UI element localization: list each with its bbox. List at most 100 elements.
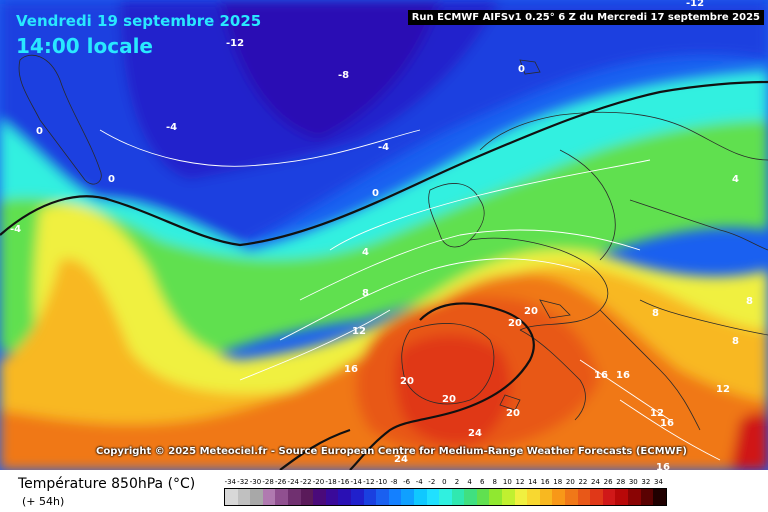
scale-tick-label: -10 (375, 478, 388, 486)
scale-swatch (565, 489, 578, 505)
scale-swatch (350, 489, 364, 505)
scale-swatch (577, 489, 591, 505)
isotherm-0 (0, 80, 768, 247)
contour-label: -8 (338, 70, 349, 81)
contour-label: 0 (372, 188, 379, 199)
contour-label: 4 (362, 247, 369, 258)
scale-swatch (338, 489, 351, 505)
scale-swatch (413, 489, 427, 505)
scale-swatch (287, 489, 301, 505)
contour-label: 16 (594, 370, 608, 381)
legend-subtitle: (+ 54h) (22, 495, 65, 508)
scale-tick-label: -28 (262, 478, 274, 486)
scale-tick-label: 14 (528, 478, 537, 486)
scale-swatch (388, 489, 402, 505)
scale-swatch (640, 489, 654, 505)
scale-swatch (476, 489, 490, 505)
copyright-text: Copyright © 2025 Meteociel.fr - Source E… (96, 446, 687, 457)
contour-label: 8 (362, 288, 369, 299)
scale-tick-label: -18 (325, 478, 337, 486)
contour-label: 20 (508, 318, 522, 329)
scale-swatch (628, 489, 641, 505)
contour-label: -4 (378, 142, 389, 153)
scale-tick-label: 8 (492, 478, 497, 486)
contour-label: 0 (36, 126, 43, 137)
coastlines (18, 54, 768, 431)
scale-swatch (300, 489, 314, 505)
scale-tick-label: -20 (312, 478, 325, 486)
forecast-date: Vendredi 19 septembre 2025 (16, 12, 262, 30)
scale-swatch (489, 489, 503, 505)
contour-label: 12 (650, 408, 664, 419)
scale-swatch (527, 489, 540, 505)
scale-swatch (602, 489, 616, 505)
contour-label: 24 (394, 454, 408, 465)
contour-label: 12 (716, 384, 730, 395)
thin-isotherms (99, 129, 721, 461)
contour-label: 20 (506, 408, 520, 419)
scale-tick-label: -22 (300, 478, 312, 486)
scale-tick-label: 30 (628, 478, 638, 486)
scale-labels: -34 -32 -30 -28 -26 -24 -22 -20 -18 -16 -14 -12 -10-… (224, 478, 667, 486)
scale-tick-label: -8 (390, 478, 398, 486)
scale-tick-label: -24 (287, 478, 299, 486)
scale-swatch (653, 489, 666, 505)
contour-label: 20 (400, 376, 414, 387)
scale-swatch (539, 489, 553, 505)
isotherm-20 (349, 302, 535, 470)
scale-swatch (590, 489, 603, 505)
contour-label: -12 (686, 0, 704, 9)
scale-tick-label: -6 (403, 478, 411, 486)
scale-swatch (313, 489, 326, 505)
contour-label: 12 (352, 326, 366, 337)
scale-tick-label: 12 (515, 478, 525, 486)
contour-label: 0 (108, 174, 115, 185)
scale-tick-label: 6 (479, 478, 485, 486)
scale-tick-label: 34 (654, 478, 663, 486)
temperature-map: -12 -8 -4 -4 0 0 0 0 -12 -4 4 8 12 16 20… (0, 0, 768, 470)
contour-label: 16 (344, 364, 358, 375)
isotherm-20-west (279, 428, 351, 470)
contour-label: 16 (656, 462, 670, 470)
scale-swatch (237, 489, 251, 505)
scale-tick-label: 22 (578, 478, 588, 486)
scale-tick-label: -32 (237, 478, 249, 486)
scale-tick-label: -4 (415, 478, 423, 486)
contour-label: 20 (524, 306, 538, 317)
legend-title: Température 850hPa (°C) (18, 476, 196, 492)
scale-tick-label: 4 (467, 478, 472, 486)
scale-swatch (363, 489, 377, 505)
legend-footer: Température 850hPa (°C) (+ 54h) -34 -32 -3… (0, 470, 768, 512)
contour-labels: -12 -8 -4 -4 0 0 0 0 -12 -4 4 8 12 16 20… (10, 0, 753, 470)
contour-label: 16 (616, 370, 630, 381)
contour-label: -4 (166, 122, 177, 133)
scale-swatch (439, 489, 452, 505)
scale-swatch (552, 489, 566, 505)
scale-tick-label: -14 (350, 478, 362, 486)
scale-swatch (250, 489, 263, 505)
scale-tick-label: 16 (540, 478, 550, 486)
scale-tick-label: 26 (603, 478, 613, 486)
scale-tick-label: 28 (616, 478, 626, 486)
color-scale: -34 -32 -30 -28 -26 -24 -22 -20 -18 -16 -14 -12 -10-… (224, 478, 667, 506)
scale-swatch (325, 489, 339, 505)
run-label: Run ECMWF AIFSv1 0.25° 6 Z du Mercredi 1… (407, 10, 764, 25)
scale-swatch (451, 489, 465, 505)
scale-swatch (376, 489, 389, 505)
contour-label: -4 (10, 224, 21, 235)
scale-tick-label: -30 (249, 478, 262, 486)
scale-tick-label: 2 (454, 478, 460, 486)
forecast-time: 14:00 locale (16, 34, 153, 58)
scale-swatch (615, 489, 628, 505)
scale-swatch (401, 489, 414, 505)
scale-tick-label: 32 (641, 478, 651, 486)
contour-label: 8 (732, 336, 739, 347)
scale-tick-label: 20 (565, 478, 575, 486)
scale-tick-label: -34 (224, 478, 237, 486)
scale-swatch (502, 489, 515, 505)
scale-swatch (262, 489, 276, 505)
scale-tick-label: 0 (442, 478, 447, 486)
contour-label: 8 (652, 308, 659, 319)
scale-tick-label: -12 (363, 478, 375, 486)
contour-label: 4 (732, 174, 739, 185)
